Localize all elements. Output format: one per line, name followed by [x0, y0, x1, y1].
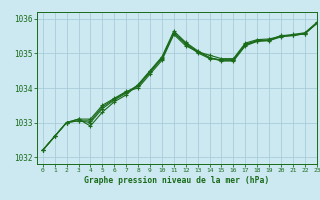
X-axis label: Graphe pression niveau de la mer (hPa): Graphe pression niveau de la mer (hPa) — [84, 176, 269, 185]
